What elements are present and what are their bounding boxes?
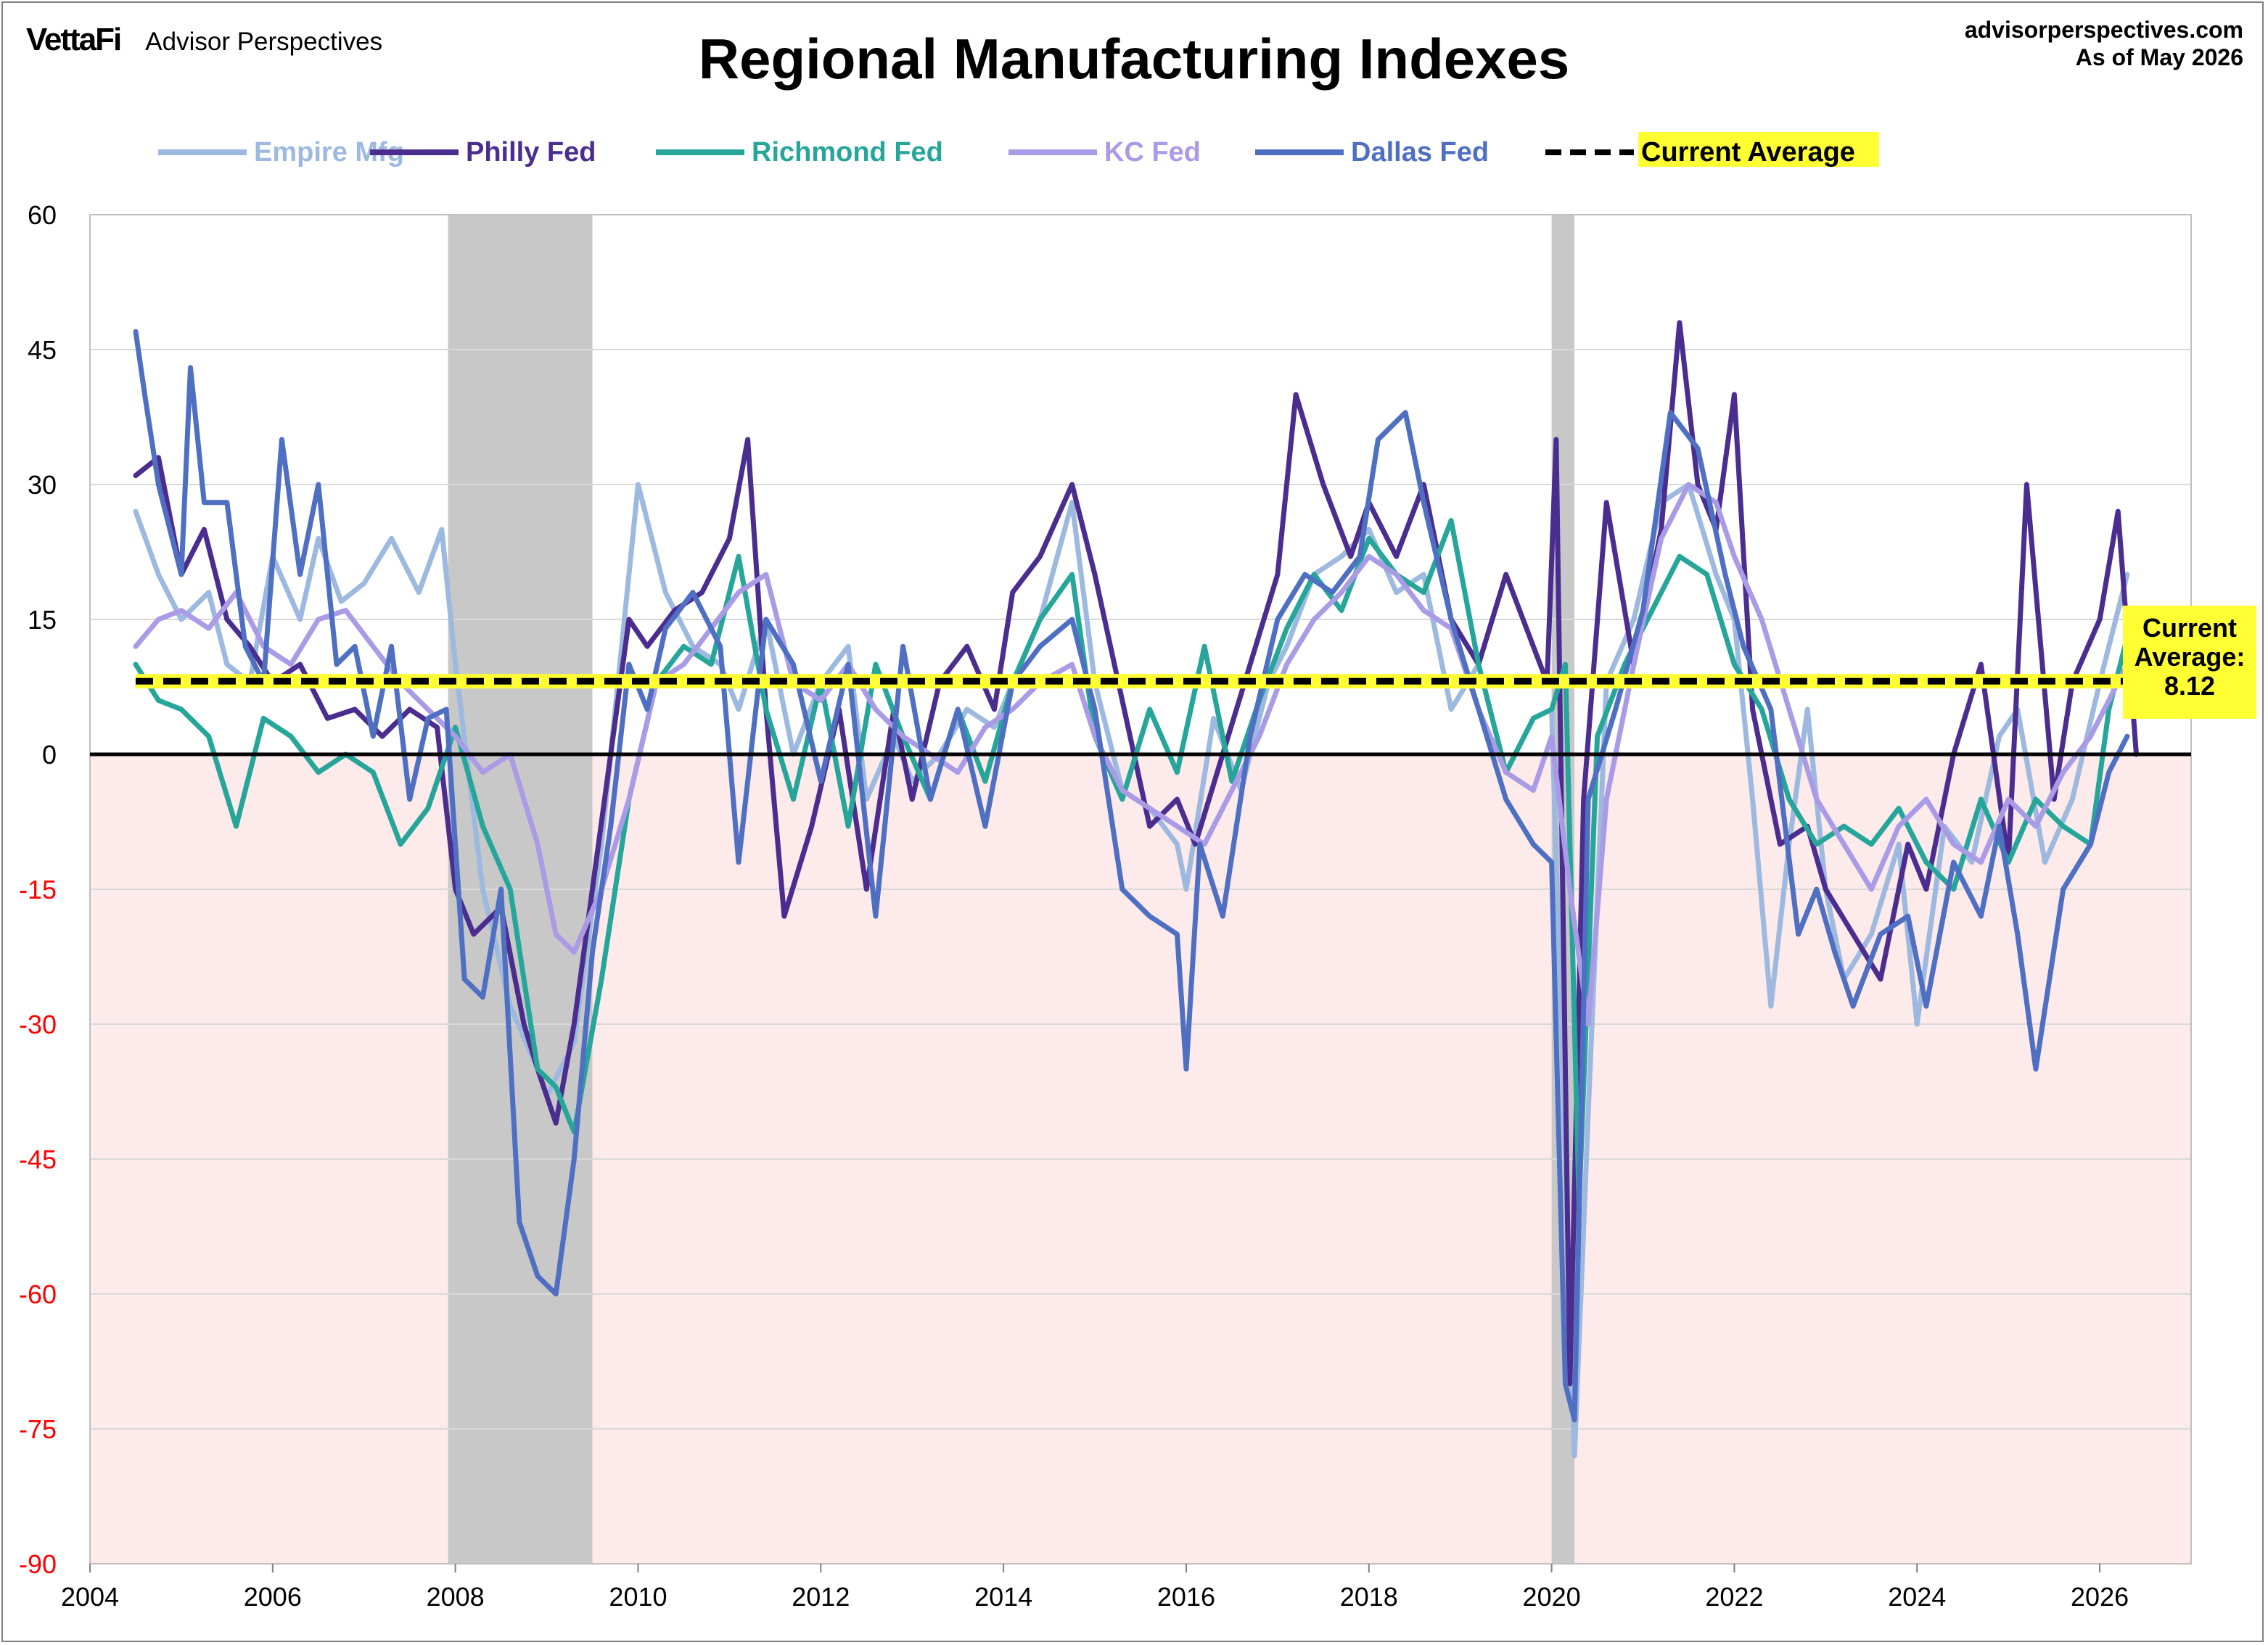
x-tick-label: 2014	[974, 1582, 1032, 1612]
x-tick-label: 2020	[1523, 1582, 1581, 1612]
x-tick-label: 2012	[792, 1582, 850, 1612]
y-tick-label: -75	[19, 1414, 57, 1444]
y-tick-label: -45	[19, 1145, 57, 1174]
legend-label: Current Average	[1641, 137, 1855, 168]
series-line-dallas	[133, 329, 2130, 1423]
legend-label: Dallas Fed	[1351, 137, 1489, 168]
y-tick-label: -15	[19, 875, 57, 904]
x-tick-label: 2016	[1157, 1582, 1215, 1612]
series-line-richmond	[133, 518, 2130, 1207]
average-label-line: Average:	[2135, 642, 2246, 672]
y-tick-label: 0	[42, 740, 57, 770]
source-block: advisorperspectives.com As of May 2026	[1965, 16, 2243, 71]
legend-highlight	[1638, 132, 1879, 167]
average-label-line: Current	[2142, 613, 2237, 643]
y-tick-label: -90	[19, 1549, 57, 1579]
y-tick-label: 45	[28, 335, 57, 365]
legend-item: Dallas Fed	[1255, 137, 1489, 168]
x-tick-label: 2010	[609, 1582, 667, 1612]
legend-item: Richmond Fed	[656, 137, 943, 168]
average-label-bg	[2123, 606, 2256, 719]
x-tick-label: 2026	[2071, 1582, 2129, 1612]
plot-area	[89, 214, 2192, 1564]
legend-label: Richmond Fed	[752, 137, 943, 168]
y-tick-label: 60	[28, 200, 57, 230]
legend-item: Empire Mfg	[158, 137, 404, 168]
vettafi-logo: VettaFi	[26, 22, 122, 57]
brand: VettaFi Advisor Perspectives	[26, 22, 382, 58]
source-site: advisorperspectives.com	[1964, 17, 2243, 43]
legend-label: KC Fed	[1104, 137, 1201, 168]
x-tick-label: 2006	[244, 1582, 302, 1612]
x-tick-label: 2004	[61, 1582, 119, 1612]
as-of-date: As of May 2026	[2075, 44, 2243, 70]
legend-item: Philly Fed	[370, 137, 596, 168]
chart-title: Regional Manufacturing Indexes	[698, 27, 1570, 91]
y-tick-label: 15	[28, 605, 57, 635]
x-tick-label: 2022	[1705, 1582, 1763, 1612]
x-tick-label: 2008	[427, 1582, 485, 1612]
y-tick-label: 30	[28, 470, 57, 500]
brand-subtitle: Advisor Perspectives	[145, 28, 383, 56]
y-tick-label: -60	[19, 1279, 57, 1309]
legend-item: KC Fed	[1008, 137, 1201, 168]
legend-label: Philly Fed	[466, 137, 596, 168]
legend-item: Current Average	[1545, 132, 1879, 168]
x-tick-label: 2018	[1340, 1582, 1398, 1612]
x-tick-label: 2024	[1888, 1582, 1946, 1612]
average-label-line: 8.12	[2164, 671, 2215, 701]
series-line-kc	[133, 482, 2130, 1027]
series-line-philly	[133, 320, 2139, 1387]
y-tick-label: -30	[19, 1010, 57, 1039]
